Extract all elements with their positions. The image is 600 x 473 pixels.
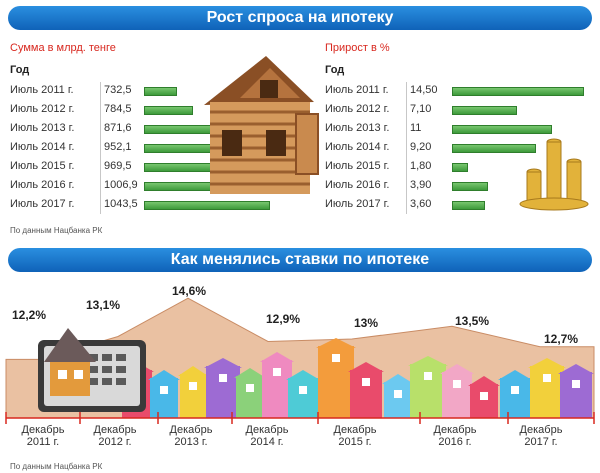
right-bar	[452, 201, 485, 210]
date-year: 2014 г.	[250, 436, 284, 448]
right-year-label: Июль 2011 г.	[325, 84, 389, 96]
date-label: Декабрь 2016 г.	[420, 424, 490, 448]
right-bar	[452, 182, 488, 191]
left-year-label: Июль 2011 г.	[10, 84, 74, 96]
rate-value-label: 12,2%	[12, 308, 47, 322]
house-shape	[316, 338, 356, 418]
left-value-label: 969,5	[104, 160, 132, 172]
left-year-label: Июль 2017 г.	[10, 198, 75, 210]
left-value-label: 1043,5	[104, 198, 138, 210]
date-label: Декабрь 2014 г.	[232, 424, 302, 448]
right-year-label: Июль 2017 г.	[325, 198, 390, 210]
right-bar	[452, 144, 536, 153]
date-month: Декабрь	[93, 424, 137, 436]
house-shape	[558, 364, 594, 418]
date-month: Декабрь	[21, 424, 65, 436]
house-shape	[260, 352, 294, 418]
coin-stack-icon	[519, 138, 589, 211]
date-label: Декабрь 2017 г.	[506, 424, 576, 448]
right-year-label: Июль 2014 г.	[325, 141, 390, 153]
right-value-label: 1,80	[410, 160, 432, 172]
rate-value-label: 14,6%	[172, 284, 207, 298]
source-top: По данным Нацбанка РК	[10, 226, 103, 235]
left-bar	[144, 87, 177, 96]
date-month: Декабрь	[333, 424, 377, 436]
rate-value-label: 13,5%	[455, 314, 490, 328]
left-bar	[144, 201, 270, 210]
right-value-label: 11	[410, 122, 422, 134]
left-value-label: 871,6	[104, 122, 132, 134]
date-year: 2012 г.	[98, 436, 132, 448]
house-shape	[528, 358, 566, 418]
house-shape	[382, 374, 414, 418]
right-year-label: Июль 2016 г.	[325, 179, 390, 191]
left-value-label: 784,5	[104, 103, 132, 115]
date-label: Декабрь 2013 г.	[156, 424, 226, 448]
date-year: 2017 г.	[524, 436, 558, 448]
date-year: 2011 г.	[26, 436, 60, 448]
right-bar	[452, 163, 468, 172]
date-month: Декабрь	[433, 424, 477, 436]
left-year-label: Июль 2012 г.	[10, 103, 75, 115]
right-col-head: Год	[325, 64, 345, 76]
left-value-label: 1006,9	[104, 179, 138, 191]
right-bar	[452, 125, 552, 134]
left-col-head: Год	[10, 64, 30, 76]
left-divider	[100, 82, 101, 214]
rate-value-label: 12,9%	[266, 312, 301, 326]
right-year-label: Июль 2012 г.	[325, 103, 390, 115]
right-value-label: 7,10	[410, 103, 432, 115]
left-value-label: 732,5	[104, 84, 132, 96]
left-year-label: Июль 2015 г.	[10, 160, 75, 172]
house-shape	[286, 370, 320, 418]
right-value-label: 14,50	[410, 84, 438, 96]
rate-value-label: 12,7%	[544, 332, 579, 346]
left-table-title: Сумма в млрд. тенге	[10, 42, 116, 54]
right-bar	[452, 106, 517, 115]
date-year: 2015 г.	[338, 436, 372, 448]
house-shape	[408, 356, 448, 418]
house-shape	[148, 370, 180, 418]
right-bar	[452, 87, 584, 96]
rate-value-label: 13,1%	[86, 298, 121, 312]
right-divider	[406, 82, 407, 214]
top-banner: Рост спроса на ипотеку	[8, 6, 592, 30]
house-shape	[440, 364, 474, 418]
left-year-label: Июль 2016 г.	[10, 179, 75, 191]
house-shape	[348, 362, 384, 418]
left-year-label: Июль 2014 г.	[10, 141, 75, 153]
right-year-label: Июль 2015 г.	[325, 160, 390, 172]
calculator-icon	[38, 328, 146, 412]
rates-axis-ticks	[5, 412, 595, 424]
left-year-label: Июль 2013 г.	[10, 122, 75, 134]
left-value-label: 952,1	[104, 141, 132, 153]
right-table-title: Прирост в %	[325, 42, 390, 54]
house-shape	[498, 370, 532, 418]
date-year: 2016 г.	[438, 436, 472, 448]
rate-value-label: 13%	[354, 316, 379, 330]
date-month: Декабрь	[245, 424, 289, 436]
house-shape	[234, 368, 266, 418]
right-year-label: Июль 2013 г.	[325, 122, 390, 134]
bottom-banner: Как менялись ставки по ипотеке	[8, 248, 592, 272]
house-shape	[468, 376, 500, 418]
right-value-label: 9,20	[410, 141, 432, 153]
house-shape	[178, 366, 208, 418]
left-bar	[144, 106, 193, 115]
rates-chart	[5, 297, 595, 424]
date-month: Декабрь	[169, 424, 213, 436]
right-value-label: 3,60	[410, 198, 432, 210]
date-label: Декабрь 2012 г.	[80, 424, 150, 448]
houses-decoration	[120, 338, 594, 418]
log-house-icon	[204, 56, 319, 194]
house-shape	[204, 358, 242, 418]
date-month: Декабрь	[519, 424, 563, 436]
right-value-label: 3,90	[410, 179, 432, 191]
date-year: 2013 г.	[174, 436, 208, 448]
source-bottom: По данным Нацбанка РК	[10, 462, 103, 471]
date-label: Декабрь 2011 г.	[8, 424, 78, 448]
date-label: Декабрь 2015 г.	[320, 424, 390, 448]
